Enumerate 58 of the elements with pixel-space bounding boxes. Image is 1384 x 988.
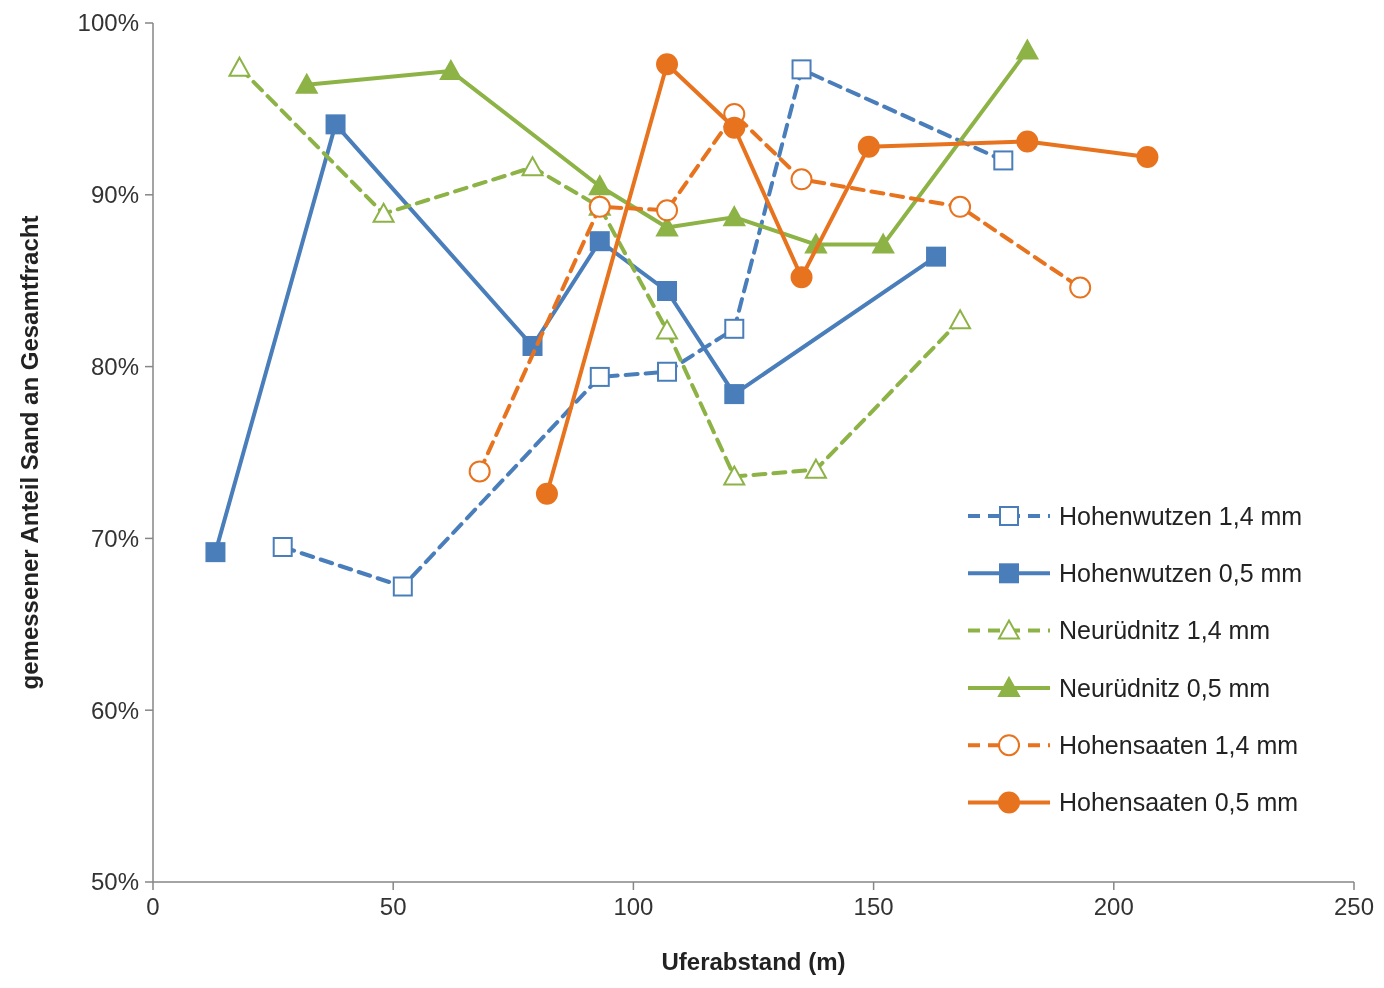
point [468, 460, 491, 483]
point [1016, 130, 1039, 153]
point [1136, 146, 1159, 168]
y-tick-label: 100% [77, 9, 139, 37]
point [790, 168, 813, 191]
point [993, 150, 1014, 171]
legend-label: Hohensaaten 0,5 mm [1059, 788, 1299, 817]
y-tick-label: 50% [90, 868, 139, 896]
point [656, 53, 679, 76]
point [949, 309, 972, 330]
x-tick-label: 50 [379, 893, 407, 920]
point [588, 175, 611, 196]
point [926, 246, 947, 267]
point [723, 206, 746, 227]
point [723, 465, 746, 486]
point [1069, 276, 1092, 299]
point [804, 458, 827, 479]
x-tick-label: 250 [1333, 893, 1375, 920]
point [205, 542, 226, 563]
x-axis-title: Uferabstand (m) [661, 948, 846, 975]
point [392, 576, 413, 597]
point [325, 114, 346, 135]
point [872, 233, 895, 254]
point [589, 366, 610, 387]
point [228, 56, 251, 77]
point [657, 361, 678, 382]
x-tick-label: 200 [1093, 893, 1134, 920]
point [723, 116, 746, 139]
point [656, 319, 679, 340]
y-tick-label: 70% [90, 524, 139, 552]
x-tick-label: 150 [853, 893, 894, 920]
point [657, 281, 678, 302]
point [372, 202, 395, 223]
point [656, 199, 679, 222]
point [272, 536, 293, 557]
x-tick-label: 100 [613, 893, 654, 920]
point [589, 231, 610, 252]
point [724, 318, 745, 339]
point [857, 135, 880, 158]
point [521, 156, 544, 177]
point [949, 195, 972, 218]
legend-label: Hohenwutzen 0,5 mm [1059, 559, 1303, 588]
point [295, 73, 318, 94]
legend-label: Hohenwutzen 1,4 mm [1059, 501, 1303, 530]
point [535, 482, 558, 505]
point [439, 60, 462, 81]
x-tick-label: 0 [146, 893, 160, 920]
y-axis-title: gemessener Anteil Sand an Gesamtfracht [16, 215, 43, 690]
point [1016, 39, 1039, 60]
y-tick-label: 80% [90, 353, 139, 380]
legend-label: Neurüdnitz 0,5 mm [1059, 673, 1271, 702]
legend-label: Hohensaaten 1,4 mm [1059, 730, 1299, 759]
legend-label: Neurüdnitz 1,4 mm [1059, 616, 1271, 645]
y-tick-label: 60% [90, 696, 139, 724]
point [791, 59, 812, 80]
point [790, 266, 813, 289]
point [724, 384, 745, 405]
y-tick-label: 90% [90, 181, 139, 209]
